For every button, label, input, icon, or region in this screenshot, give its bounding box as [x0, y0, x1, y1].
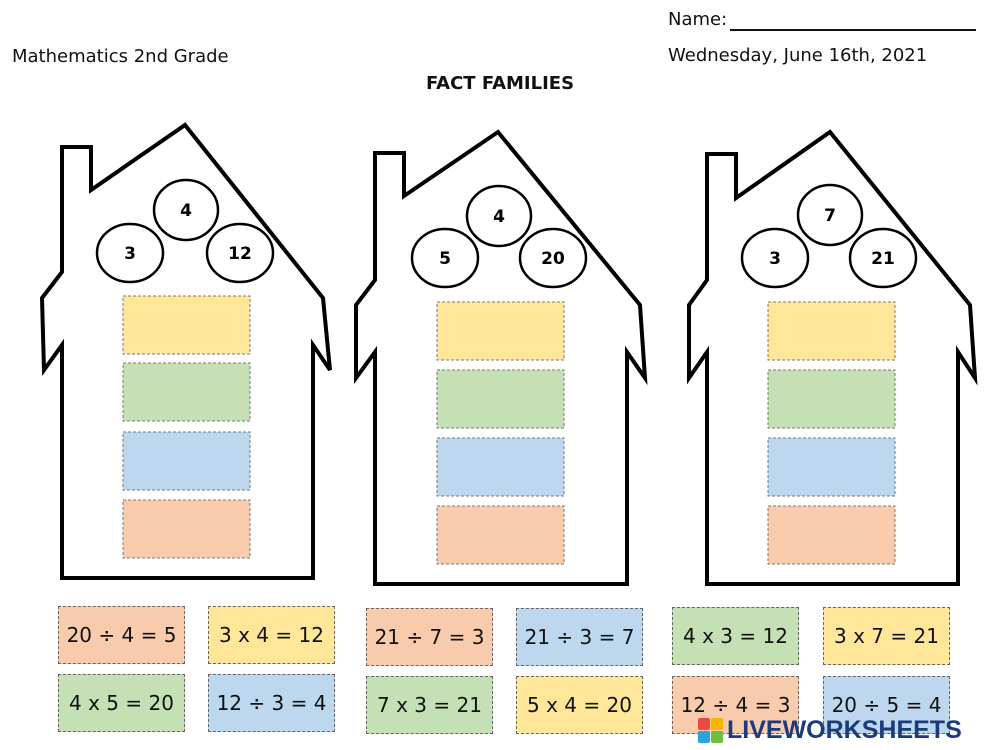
answer-card[interactable]: 7 x 3 = 21 [366, 676, 493, 734]
answer-card[interactable]: 20 ÷ 5 = 4 [823, 676, 950, 734]
house-3-drop-slot-3[interactable] [767, 437, 896, 497]
house-1-drop-slot-3[interactable] [122, 431, 251, 491]
house-2-number-top: 4 [493, 207, 505, 227]
answer-card[interactable]: 4 x 3 = 12 [672, 607, 799, 665]
house-2-drop-slot-3[interactable] [436, 437, 565, 497]
date-label: Wednesday, June 16th, 2021 [668, 45, 928, 66]
house-3-drop-slot-1[interactable] [767, 301, 896, 361]
answer-card[interactable]: 5 x 4 = 20 [516, 676, 643, 734]
house-2-number-right: 20 [541, 249, 565, 269]
name-label: Name: [668, 9, 728, 30]
house-1-number-top: 4 [180, 201, 192, 221]
house-1-drop-slot-4[interactable] [122, 499, 251, 559]
house-2-bubble-right [518, 227, 588, 289]
house-1-drop-slot-1[interactable] [122, 295, 251, 355]
house-2-drop-slot-2[interactable] [436, 369, 565, 429]
page-title: FACT FAMILIES [425, 73, 575, 94]
answer-card[interactable]: 4 x 5 = 20 [58, 674, 185, 732]
house-3-bubble-top [796, 183, 864, 247]
house-2: 4 5 20 [354, 129, 648, 586]
answer-card[interactable]: 20 ÷ 4 = 5 [58, 606, 185, 664]
answer-card[interactable]: 3 x 4 = 12 [208, 606, 335, 664]
house-3-bubble-left [740, 227, 810, 289]
logo-mark-icon [698, 717, 724, 744]
house-3-number-right: 21 [871, 249, 895, 269]
answer-card[interactable]: 3 x 7 = 21 [823, 607, 950, 665]
house-1-number-left: 3 [124, 244, 136, 264]
answer-card[interactable]: 21 ÷ 3 = 7 [516, 608, 643, 666]
house-1-drop-slot-2[interactable] [122, 362, 251, 422]
answer-card[interactable]: 12 ÷ 4 = 3 [672, 676, 799, 734]
house-1-bubble-top [152, 178, 220, 242]
name-input-line[interactable] [730, 29, 976, 31]
house-1-bubble-left [95, 222, 165, 284]
house-3-number-top: 7 [824, 206, 836, 226]
house-2-bubble-left [410, 227, 480, 289]
subject-label: Mathematics 2nd Grade [12, 46, 229, 67]
house-3-bubble-right [848, 227, 918, 289]
house-3: 7 3 21 [687, 129, 978, 586]
house-3-number-left: 3 [769, 249, 781, 269]
answer-card[interactable]: 21 ÷ 7 = 3 [366, 608, 493, 666]
houses-canvas: 4 3 12 4 5 20 7 3 21 [39, 122, 978, 586]
house-2-number-left: 5 [439, 249, 451, 269]
house-1-number-right: 12 [228, 244, 252, 264]
house-2-drop-slot-4[interactable] [436, 505, 565, 565]
house-2-bubble-top [465, 184, 533, 248]
house-3-drop-slot-2[interactable] [767, 369, 896, 429]
logo-text: LIVEWORKSHEETS [727, 716, 962, 744]
liveworksheets-logo: LIVEWORKSHEETS [698, 716, 962, 745]
answer-card[interactable]: 12 ÷ 3 = 4 [208, 674, 335, 732]
house-3-drop-slot-4[interactable] [767, 505, 896, 565]
house-2-drop-slot-1[interactable] [436, 301, 565, 361]
house-1: 4 3 12 [39, 122, 332, 580]
house-1-bubble-right [205, 222, 275, 284]
